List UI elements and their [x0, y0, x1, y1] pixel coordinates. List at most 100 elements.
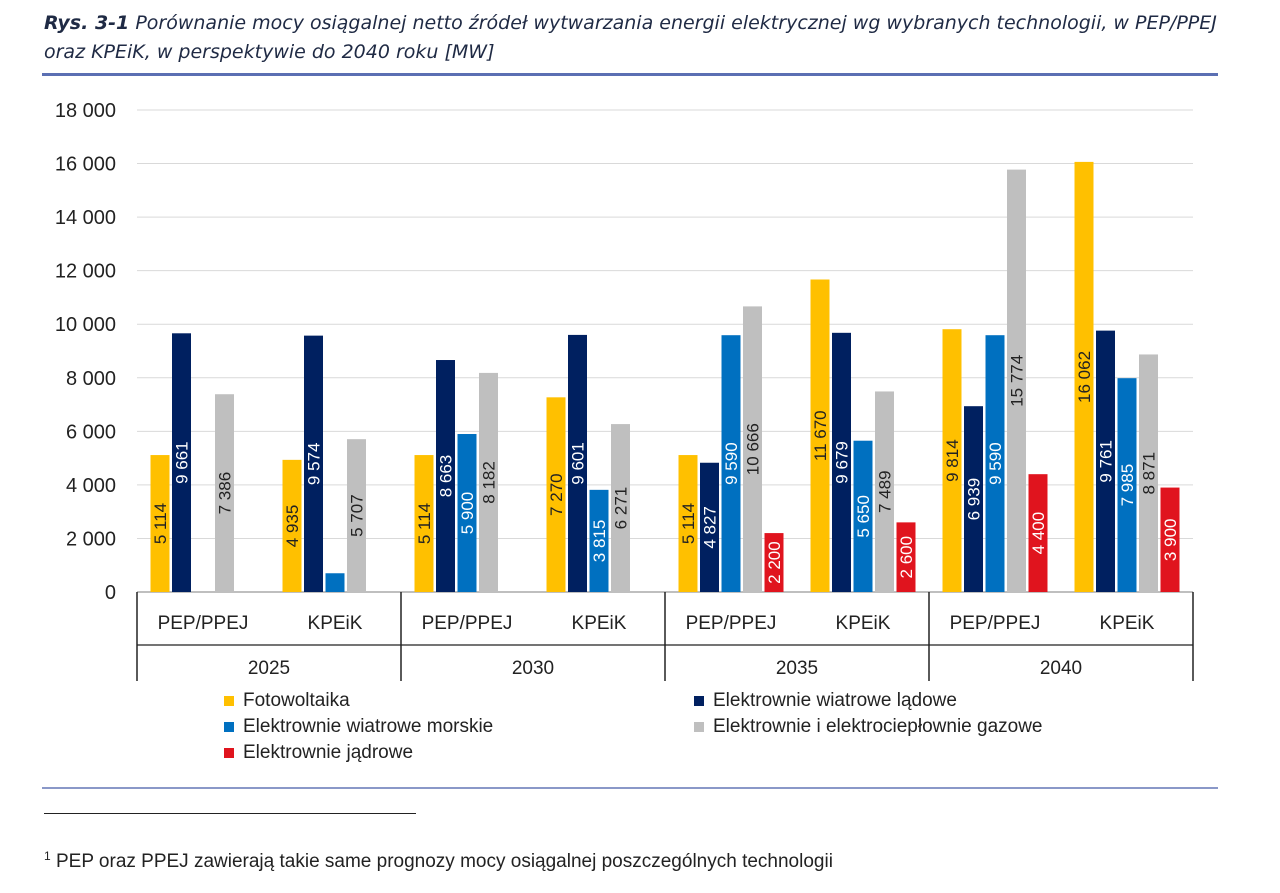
y-tick-label: 12 000: [55, 261, 116, 283]
data-label: 9 679: [833, 441, 852, 484]
bar: [875, 391, 894, 592]
bar: [1007, 169, 1026, 592]
data-label: 7 985: [1118, 464, 1137, 507]
x-tick-label: PEP/PPEJ: [686, 613, 777, 634]
legend-label: Elektrownie i elektrociepłownie gazowe: [713, 716, 1043, 737]
y-tick-label: 2 000: [66, 528, 116, 550]
bar: [832, 332, 851, 592]
x-tick-label: KPEiK: [836, 613, 891, 634]
data-label: 4 827: [701, 506, 720, 549]
bar: [304, 335, 323, 592]
bar: [436, 360, 455, 592]
data-label: 3 815: [590, 520, 609, 563]
bar: [325, 573, 345, 592]
bar: [1139, 354, 1158, 592]
bar: [479, 372, 498, 592]
y-tick-label: 10 000: [55, 314, 116, 336]
y-tick-label: 16 000: [55, 154, 116, 176]
bar: [457, 434, 477, 592]
bar: [347, 439, 366, 592]
bar: [215, 394, 234, 592]
data-label: 16 062: [1075, 351, 1094, 403]
legend-item: Elektrownie wiatrowe morskie: [224, 716, 493, 738]
data-label: 7 270: [547, 473, 566, 516]
bar: [1028, 474, 1048, 592]
data-label: 3 900: [1161, 519, 1180, 562]
bar: [611, 424, 630, 592]
y-tick-label: 6 000: [66, 421, 116, 443]
legend-item: Elektrownie wiatrowe lądowe: [694, 690, 957, 712]
y-tick-label: 18 000: [55, 100, 116, 122]
bar: [964, 406, 983, 592]
data-label: 9 761: [1097, 440, 1116, 483]
data-label: 5 114: [151, 503, 170, 544]
bar: [942, 329, 962, 592]
data-label: 7 386: [216, 472, 235, 515]
legend-swatch: [224, 722, 234, 732]
bar: [721, 335, 741, 592]
bar: [414, 455, 434, 592]
x-group-label: 2035: [776, 658, 818, 679]
data-label: 5 707: [348, 494, 367, 537]
x-tick-label: PEP/PPEJ: [158, 613, 249, 634]
y-tick-label: 4 000: [66, 475, 116, 497]
data-label: 8 182: [480, 461, 499, 504]
data-label: 2 600: [897, 536, 916, 579]
data-label: 9 601: [569, 442, 588, 485]
data-label: 11 670: [811, 410, 830, 461]
legend-item: Fotowoltaika: [224, 690, 350, 712]
x-tick-label: KPEiK: [308, 613, 363, 634]
y-tick-label: 8 000: [66, 368, 116, 390]
bar: [764, 533, 784, 592]
legend-label: Elektrownie jądrowe: [243, 742, 414, 763]
x-group-label: 2030: [512, 658, 554, 679]
legend-item: Elektrownie jądrowe: [224, 742, 413, 764]
figure-number: Rys. 3-1: [44, 12, 130, 34]
x-tick-label: KPEiK: [572, 613, 627, 634]
bar: [896, 522, 916, 592]
bar: [1160, 487, 1180, 592]
data-label: 4 400: [1029, 512, 1048, 555]
bar: [810, 279, 830, 592]
data-label: 15 774: [1008, 355, 1027, 407]
bar: [1074, 161, 1094, 593]
bottom-rule: [42, 787, 1218, 789]
top-rule: [42, 73, 1218, 76]
figure-title: Porównanie mocy osiągalnej netto źródeł …: [44, 12, 1217, 63]
footnote-text: PEP oraz PPEJ zawierają takie same progn…: [55, 851, 833, 872]
bar-chart: 0 2 000 4 000 6 000 8 000 10 000 12 000 14 000 1…: [55, 100, 1194, 681]
bar: [985, 335, 1005, 592]
data-label: 7 489: [876, 470, 895, 513]
data-label: 6 271: [612, 487, 631, 530]
data-label: 9 574: [305, 443, 324, 486]
data-label: 6 939: [965, 478, 984, 521]
footnote: 1 PEP oraz PPEJ zawierają takie same pro…: [44, 849, 833, 873]
x-tick-label: KPEiK: [1100, 613, 1155, 634]
legend-swatch: [224, 748, 234, 758]
data-label: 2 200: [765, 541, 784, 584]
bar: [1096, 330, 1115, 592]
bar: [700, 462, 719, 592]
legend-item: Elektrownie i elektrociepłownie gazowe: [694, 716, 1043, 738]
data-label: 9 661: [173, 441, 192, 484]
y-tick-label: 0: [105, 582, 116, 604]
data-label: 5 900: [458, 492, 477, 535]
data-label: 5 114: [415, 503, 434, 544]
legend-swatch: [694, 722, 704, 732]
bar: [172, 333, 191, 592]
footnote-marker: 1: [44, 849, 51, 863]
data-label: 5 114: [679, 503, 698, 544]
footnote-separator: [44, 813, 416, 814]
bar: [546, 397, 566, 592]
data-label: 5 650: [854, 495, 873, 538]
x-group-label: 2040: [1040, 658, 1082, 679]
bar: [743, 306, 762, 592]
legend-swatch: [224, 696, 234, 706]
data-label: 4 935: [283, 505, 302, 548]
x-group-label: 2025: [248, 658, 290, 679]
data-label: 9 590: [986, 442, 1005, 485]
bar: [853, 440, 873, 592]
x-tick-label: PEP/PPEJ: [950, 613, 1041, 634]
bar: [568, 334, 587, 592]
data-label: 8 871: [1140, 452, 1159, 495]
